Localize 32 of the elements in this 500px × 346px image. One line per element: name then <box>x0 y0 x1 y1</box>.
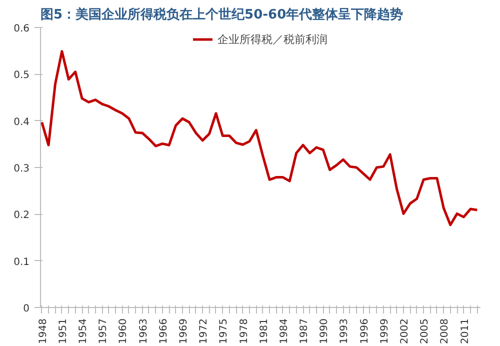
line-series <box>40 50 478 226</box>
y-tick-label: 0.4 <box>14 116 30 128</box>
x-tick-label: 1966 <box>158 318 170 344</box>
y-tick-label: 0.5 <box>14 70 30 82</box>
y-tick-label: 0 <box>23 304 30 314</box>
x-tick-label: 1987 <box>299 318 310 344</box>
x-tick-label: 1990 <box>319 318 330 344</box>
x-tick-label: 1963 <box>138 318 150 344</box>
x-tick-label: 2008 <box>440 318 451 344</box>
x-tick-label: 1954 <box>78 318 90 344</box>
x-tick-label: 1981 <box>258 318 270 344</box>
y-tick-label: 0.6 <box>14 24 30 34</box>
x-tick-label: 1960 <box>118 318 130 344</box>
x-tick-label: 1951 <box>58 318 69 344</box>
chart-title: 图5：美国企业所得税负在上个世纪50-60年代整体呈下降趋势 <box>40 6 404 22</box>
x-tick-label: 1996 <box>359 318 370 344</box>
x-tick-label: 1978 <box>238 318 250 344</box>
x-tick-label: 1969 <box>178 318 190 344</box>
x-tick-label: 1993 <box>339 318 350 344</box>
y-tick-label: 0.2 <box>14 210 30 222</box>
legend-label: 企业所得税／税前利润 <box>218 32 328 46</box>
x-tick-label: 1975 <box>218 318 230 344</box>
x-tick-label: 2011 <box>460 318 471 344</box>
y-tick-label: 0.1 <box>14 256 30 268</box>
x-tick-label: 1984 <box>278 318 290 344</box>
x-tick-label: 1948 <box>38 318 49 344</box>
y-tick-label: 0.3 <box>14 164 30 174</box>
x-tick-label: 2005 <box>420 318 431 344</box>
x-tick-label: 1957 <box>98 318 110 344</box>
x-tick-label: 1999 <box>379 318 390 344</box>
x-tick-label: 2002 <box>399 318 410 344</box>
x-tick-label: 1972 <box>198 318 210 344</box>
